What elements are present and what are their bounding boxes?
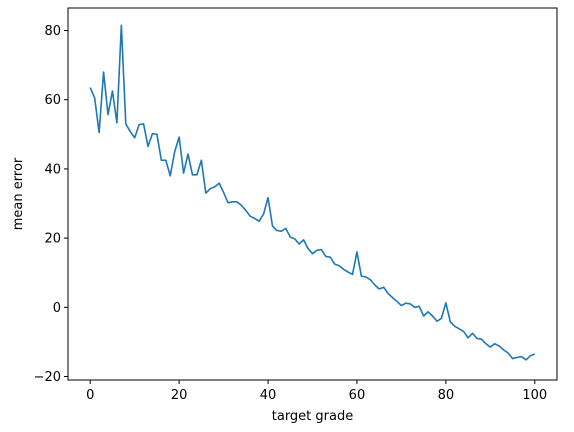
y-tick-label: −20 [34, 370, 61, 385]
x-tick-label: 60 [349, 388, 366, 403]
y-tick-label: 40 [44, 162, 61, 177]
y-axis-label: mean error [11, 157, 26, 230]
x-axis-label: target grade [272, 409, 353, 424]
series-line [89, 24, 536, 361]
y-tick-label: 20 [44, 232, 61, 247]
y-tick-label: 0 [53, 301, 61, 316]
x-tick-label: 20 [171, 388, 188, 403]
plot-frame [67, 7, 558, 381]
x-axis-ticks: 0 20 40 60 80 100 [86, 380, 547, 403]
x-tick-label: 100 [522, 388, 547, 403]
x-tick-label: 40 [260, 388, 277, 403]
x-tick-label: 0 [86, 388, 94, 403]
series-layer [89, 24, 536, 361]
y-tick-label: 80 [44, 24, 61, 39]
y-tick-label: 60 [44, 93, 61, 108]
y-axis-ticks: −20 0 20 40 60 80 [34, 24, 68, 385]
x-tick-label: 80 [438, 388, 455, 403]
